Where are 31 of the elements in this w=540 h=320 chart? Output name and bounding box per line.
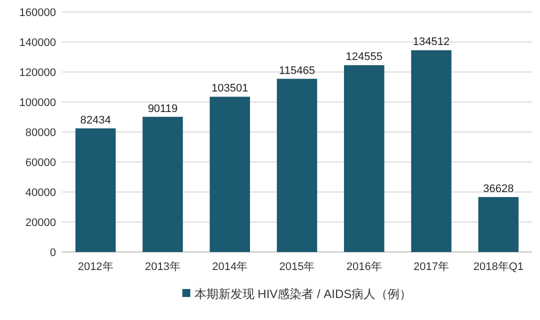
- x-tick-label: 2014年: [212, 261, 248, 273]
- data-label: 103501: [212, 82, 248, 95]
- y-tick-label: 60000: [25, 157, 56, 169]
- x-tick-label: 2018年Q1: [473, 261, 524, 273]
- x-tick-label: 2017年: [414, 261, 450, 273]
- x-tick-label: 2016年: [346, 261, 382, 273]
- data-label: 82434: [80, 114, 111, 126]
- bar: [276, 78, 318, 252]
- x-tick-label: 2012年: [78, 261, 114, 273]
- bar: [411, 50, 452, 252]
- y-tick-label: 160000: [19, 7, 56, 19]
- y-tick-label: 140000: [19, 37, 56, 49]
- y-tick-label: 20000: [25, 217, 56, 229]
- data-label: 115465: [279, 64, 315, 77]
- bar: [210, 96, 250, 252]
- data-label: 134512: [412, 36, 450, 48]
- data-label: 124555: [346, 51, 382, 64]
- legend-label: 本期新发现 HIV感染者 / AIDS病人（例）: [194, 287, 412, 301]
- data-label: 36628: [483, 183, 514, 196]
- bar: [75, 128, 116, 252]
- data-label: 90119: [148, 102, 178, 115]
- y-tick-label: 40000: [25, 187, 56, 199]
- bar: [478, 197, 519, 252]
- y-tick-label: 100000: [19, 97, 56, 109]
- y-tick-label: 0: [50, 247, 56, 259]
- bar: [344, 65, 384, 252]
- y-tick-label: 80000: [25, 127, 56, 139]
- y-tick-label: 120000: [19, 67, 56, 79]
- x-tick-label: 2015年: [279, 261, 315, 273]
- bar: [142, 116, 183, 252]
- x-tick-label: 2013年: [144, 261, 180, 273]
